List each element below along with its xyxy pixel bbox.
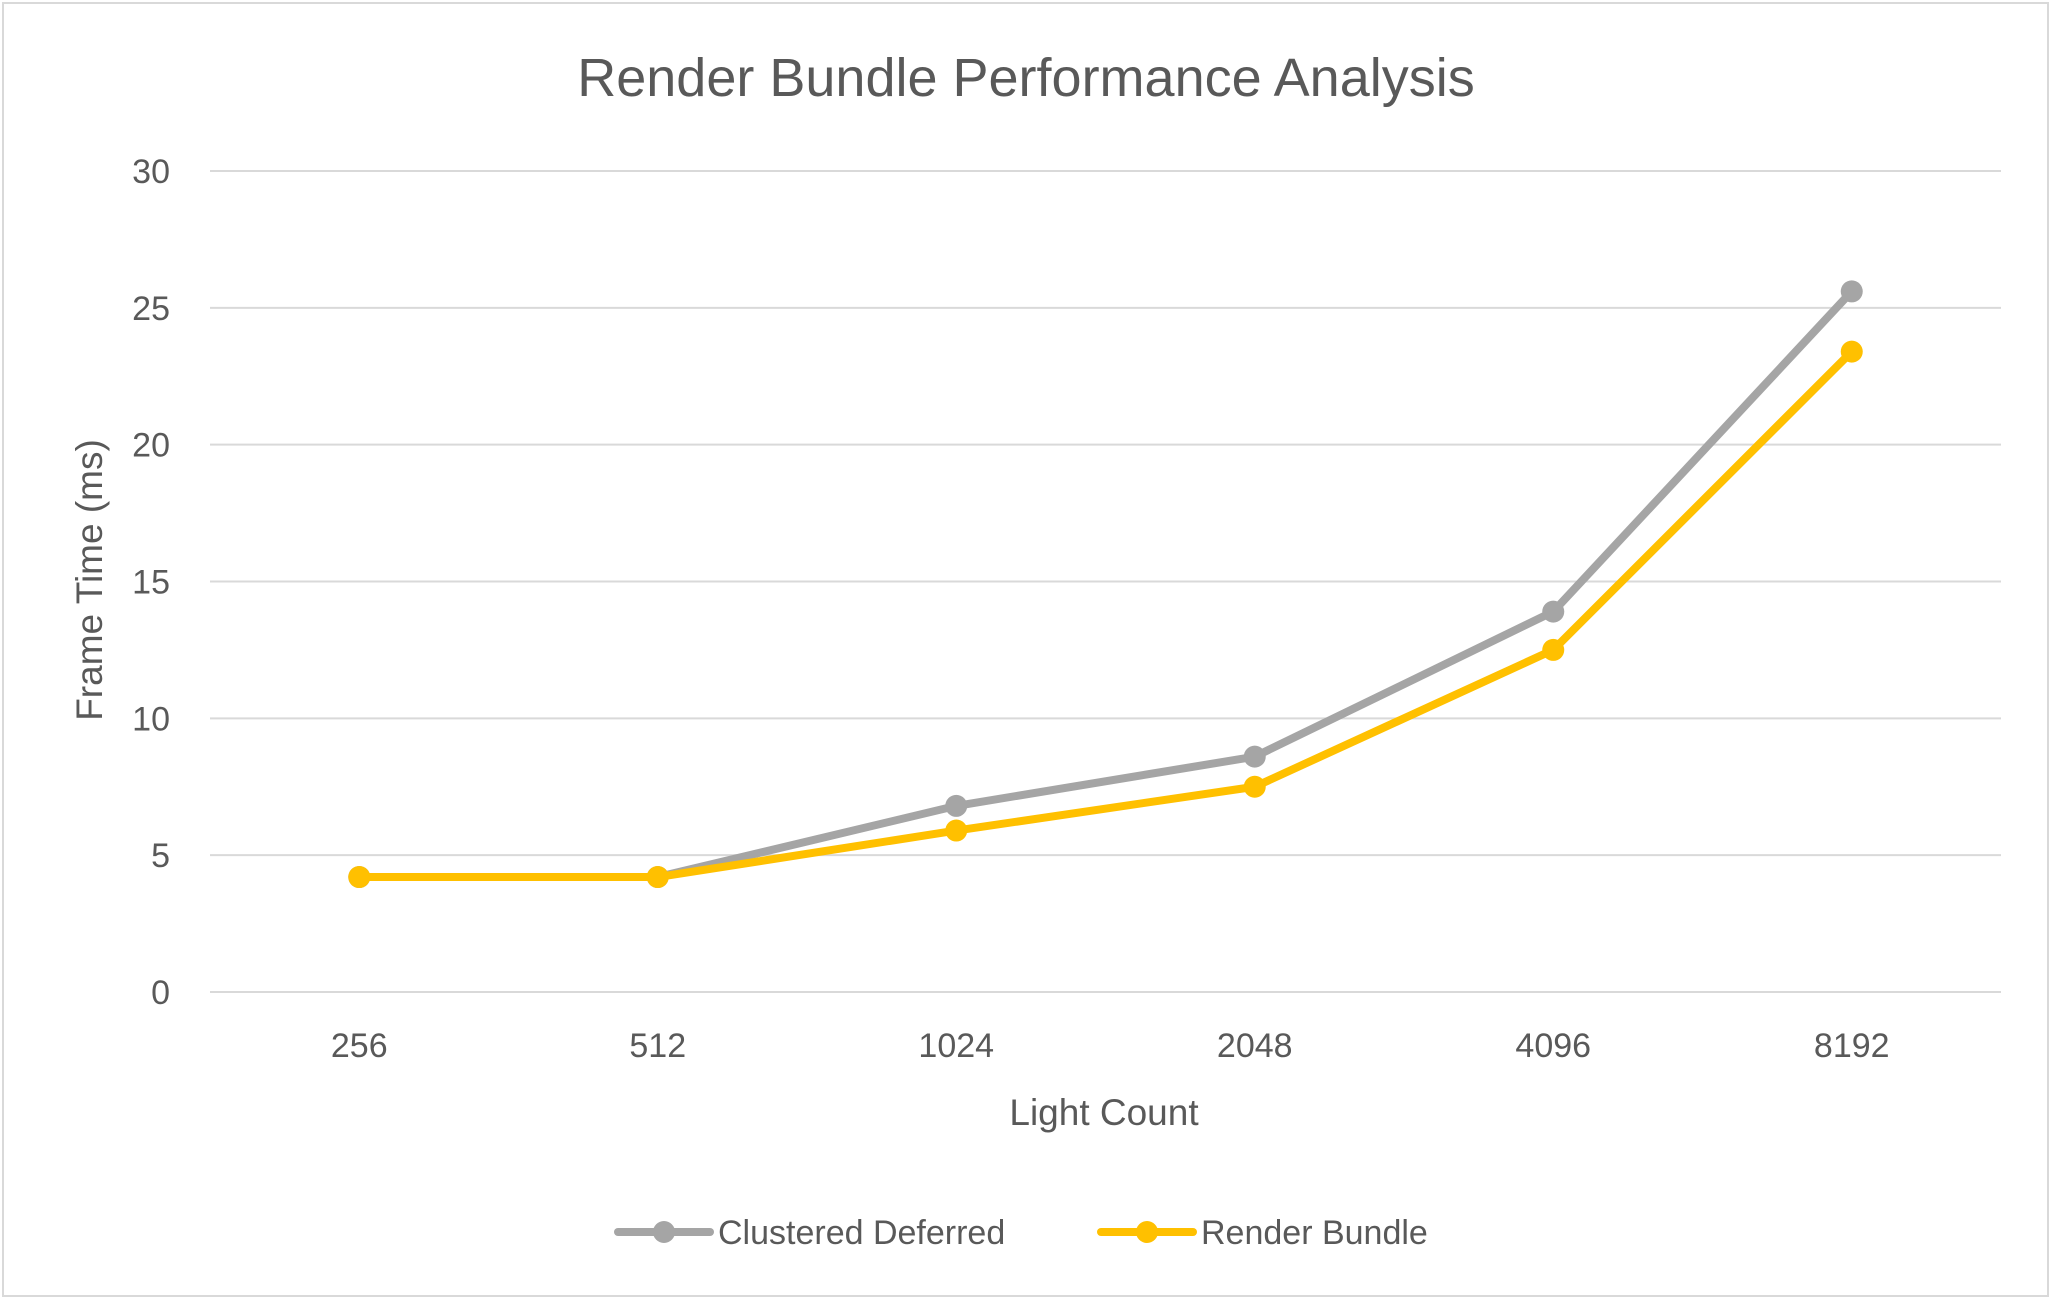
data-point: [945, 819, 968, 842]
y-tick-label: 20: [132, 427, 170, 465]
y-axis-ticks: 0 5 10 15 20 25 30: [132, 153, 170, 1012]
series-clustered-deferred: [348, 280, 1863, 889]
data-point: [1542, 600, 1565, 623]
legend-item: Clustered Deferred: [614, 1214, 1005, 1252]
legend-label: Clustered Deferred: [718, 1214, 1005, 1252]
x-tick-label: 1024: [918, 1027, 994, 1065]
y-axis-title: Frame Time (ms): [69, 439, 110, 721]
x-tick-label: 512: [629, 1027, 686, 1065]
series-line: [355, 287, 1856, 882]
y-tick-label: 0: [151, 974, 170, 1012]
data-point: [348, 866, 371, 889]
y-tick-label: 30: [132, 153, 170, 191]
data-point: [1243, 745, 1266, 768]
data-point: [1243, 775, 1266, 798]
data-point: [646, 866, 669, 889]
gridlines: [210, 170, 2001, 993]
y-tick-label: 5: [151, 837, 170, 875]
series-render-bundle: [348, 340, 1863, 889]
legend-swatch-marker: [1136, 1221, 1158, 1243]
data-point: [945, 794, 968, 817]
y-tick-label: 10: [132, 700, 170, 738]
series-line: [355, 347, 1856, 882]
x-tick-label: 4096: [1515, 1027, 1591, 1065]
legend: Clustered Deferred Render Bundle: [614, 1214, 1428, 1252]
x-tick-label: 2048: [1217, 1027, 1293, 1065]
x-axis-title: Light Count: [1009, 1092, 1199, 1133]
legend-label: Render Bundle: [1201, 1214, 1428, 1252]
y-tick-label: 15: [132, 564, 170, 602]
chart-title: Render Bundle Performance Analysis: [577, 48, 1475, 108]
series: [348, 280, 1863, 889]
legend-item: Render Bundle: [1097, 1214, 1428, 1252]
data-point: [1840, 340, 1863, 363]
x-tick-label: 8192: [1814, 1027, 1890, 1065]
y-tick-label: 25: [132, 290, 170, 328]
x-tick-label: 256: [331, 1027, 388, 1065]
data-point: [1840, 280, 1863, 303]
data-point: [1542, 638, 1565, 661]
x-axis-ticks: 256 512 1024 2048 4096 8192: [331, 1027, 1890, 1065]
legend-swatch-marker: [653, 1221, 675, 1243]
